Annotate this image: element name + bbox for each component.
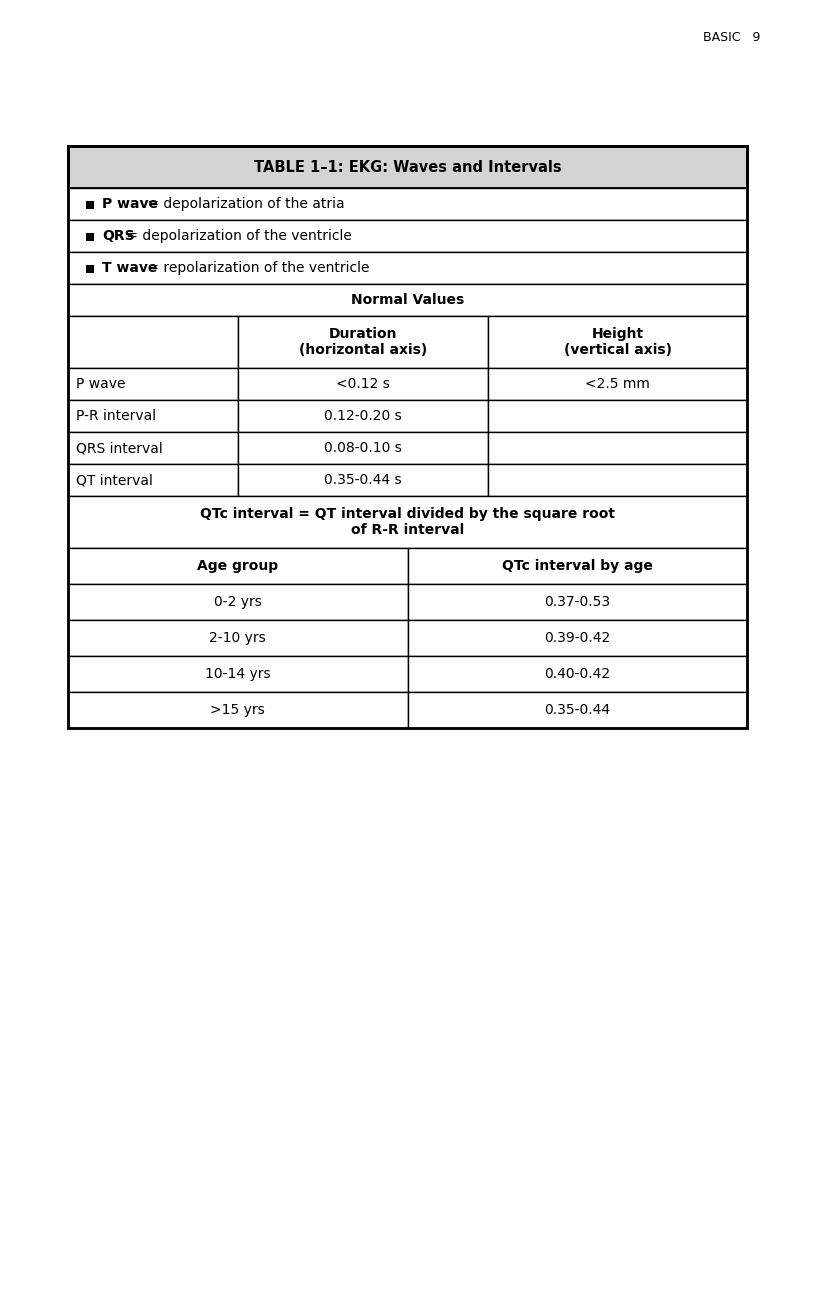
- Text: 0.12-0.20 s: 0.12-0.20 s: [324, 409, 402, 422]
- Text: BASIC   9: BASIC 9: [703, 32, 760, 43]
- Bar: [238, 432, 488, 465]
- Bar: [68, 284, 747, 316]
- Text: T wave: T wave: [102, 261, 157, 275]
- Bar: [238, 316, 488, 368]
- Text: QRS: QRS: [102, 229, 134, 243]
- Bar: [68, 692, 408, 728]
- Text: 0.35-0.44 s: 0.35-0.44 s: [324, 472, 402, 487]
- Text: Normal Values: Normal Values: [351, 293, 464, 307]
- Bar: [68, 251, 747, 284]
- Bar: [408, 655, 747, 692]
- Text: 0.08-0.10 s: 0.08-0.10 s: [324, 441, 402, 455]
- Text: QTc interval by age: QTc interval by age: [502, 559, 653, 572]
- Text: >15 yrs: >15 yrs: [210, 703, 265, 717]
- Text: 0.40-0.42: 0.40-0.42: [544, 667, 610, 680]
- Text: Duration
(horizontal axis): Duration (horizontal axis): [299, 326, 427, 357]
- Text: <0.12 s: <0.12 s: [336, 376, 390, 391]
- Bar: [238, 465, 488, 496]
- Text: <2.5 mm: <2.5 mm: [585, 376, 650, 391]
- Bar: [68, 655, 408, 692]
- Bar: [68, 316, 238, 368]
- Bar: [68, 220, 747, 251]
- Text: 0.37-0.53: 0.37-0.53: [544, 595, 610, 609]
- Bar: [68, 465, 238, 496]
- Text: = repolarization of the ventricle: = repolarization of the ventricle: [143, 261, 369, 275]
- Bar: [68, 188, 747, 220]
- Bar: [86, 233, 94, 241]
- Bar: [408, 620, 747, 655]
- Bar: [238, 400, 488, 432]
- Bar: [408, 692, 747, 728]
- Text: Age group: Age group: [197, 559, 278, 572]
- Bar: [408, 547, 747, 584]
- Bar: [408, 584, 747, 620]
- Bar: [68, 400, 238, 432]
- Text: = depolarization of the atria: = depolarization of the atria: [143, 197, 345, 211]
- Bar: [238, 368, 488, 400]
- Text: QRS interval: QRS interval: [76, 441, 163, 455]
- Text: 2-10 yrs: 2-10 yrs: [209, 630, 267, 645]
- Text: 0-2 yrs: 0-2 yrs: [214, 595, 262, 609]
- Text: P-R interval: P-R interval: [76, 409, 156, 422]
- Text: 10-14 yrs: 10-14 yrs: [205, 667, 271, 680]
- Bar: [68, 584, 408, 620]
- Bar: [488, 465, 747, 496]
- Text: 0.35-0.44: 0.35-0.44: [544, 703, 610, 717]
- Text: P wave: P wave: [76, 376, 126, 391]
- Bar: [86, 265, 94, 272]
- Text: QTc interval = QT interval divided by the square root
of R-R interval: QTc interval = QT interval divided by th…: [200, 507, 615, 537]
- Bar: [488, 368, 747, 400]
- Text: 0.39-0.42: 0.39-0.42: [544, 630, 610, 645]
- Bar: [68, 146, 747, 728]
- Bar: [68, 620, 408, 655]
- Text: QT interval: QT interval: [76, 472, 153, 487]
- Bar: [86, 201, 94, 209]
- Bar: [68, 547, 408, 584]
- Bar: [68, 146, 747, 188]
- Bar: [488, 316, 747, 368]
- Text: = depolarization of the ventricle: = depolarization of the ventricle: [122, 229, 352, 243]
- Text: TABLE 1–1: EKG: Waves and Intervals: TABLE 1–1: EKG: Waves and Intervals: [253, 159, 562, 175]
- Bar: [68, 368, 238, 400]
- Bar: [68, 496, 747, 547]
- Bar: [488, 432, 747, 465]
- Text: Height
(vertical axis): Height (vertical axis): [563, 326, 672, 357]
- Text: P wave: P wave: [102, 197, 158, 211]
- Bar: [68, 432, 238, 465]
- Bar: [488, 400, 747, 432]
